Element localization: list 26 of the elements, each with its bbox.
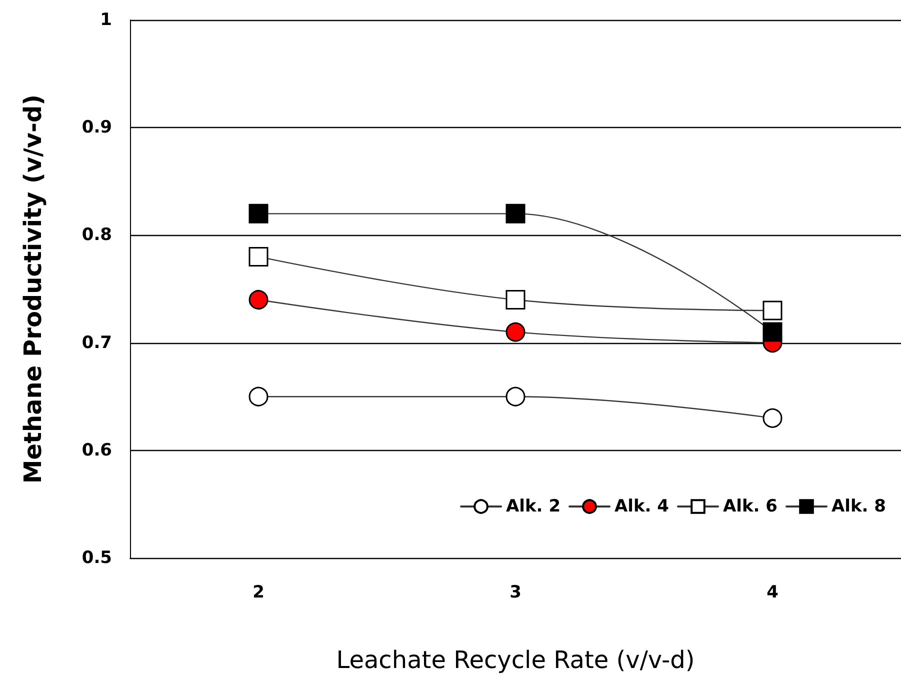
x-tick-label: 2 — [252, 582, 264, 602]
point — [506, 386, 526, 406]
point — [506, 322, 526, 342]
point — [506, 290, 526, 310]
legend-label: Alk. 4 — [614, 496, 670, 516]
legend-label: Alk. 8 — [832, 496, 886, 516]
point — [248, 204, 268, 224]
point — [762, 322, 782, 342]
y-axis-title: Methane Productivity (v/v-d) — [19, 94, 47, 484]
y-tick-label: 0.7 — [82, 332, 112, 353]
y-tick-label: 0.8 — [82, 225, 112, 246]
point — [762, 300, 782, 320]
x-tick-label: 3 — [510, 582, 522, 602]
y-tick-label: 1 — [100, 10, 112, 30]
point — [762, 408, 782, 428]
legend-label: Alk. 6 — [723, 496, 778, 516]
y-tick-label: 0.5 — [82, 548, 112, 568]
point — [248, 290, 268, 310]
y-tick-label: 0.9 — [82, 118, 112, 138]
point — [248, 246, 268, 266]
point — [506, 204, 526, 224]
x-axis-title: Leachate Recycle Rate (v/v-d) — [336, 646, 695, 674]
x-tick-label: 4 — [766, 582, 779, 602]
y-tick-label: 0.6 — [82, 440, 112, 460]
point — [248, 386, 268, 406]
legend-label: Alk. 2 — [506, 496, 561, 516]
